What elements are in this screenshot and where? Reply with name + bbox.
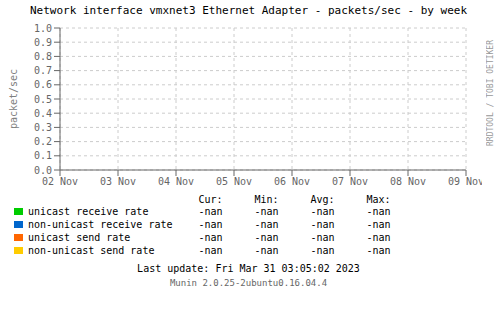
html-text:-nan: -nan	[198, 206, 223, 217]
svg-text:04 Nov: 04 Nov	[158, 176, 194, 187]
svg-text:0.3: 0.3	[34, 122, 52, 133]
svg-text:06 Nov: 06 Nov	[274, 176, 310, 187]
html-text:Network interface vmxnet3 Ethe: Network interface vmxnet3 Ethernet Adapt…	[30, 4, 467, 17]
html-text:-nan: -nan	[310, 206, 335, 217]
html-text:-nan: -nan	[366, 219, 391, 230]
svg-text:0.8: 0.8	[34, 51, 52, 62]
html-text:-nan: -nan	[366, 232, 391, 243]
html-text:-nan: -nan	[366, 206, 391, 217]
svg-text:02 Nov: 02 Nov	[42, 176, 78, 187]
svg-text:0.2: 0.2	[34, 136, 52, 147]
html-text:Avg:: Avg:	[310, 194, 335, 205]
html-text:-nan: -nan	[310, 219, 335, 230]
html-text:-nan: -nan	[198, 219, 223, 230]
html-text:-nan: -nan	[198, 232, 223, 243]
svg-text:0.5: 0.5	[34, 94, 52, 105]
html-text:Cur:: Cur:	[198, 194, 223, 205]
svg-text:0.9: 0.9	[34, 37, 52, 48]
svg-text:09 Nov: 09 Nov	[448, 176, 482, 187]
svg-text:0.6: 0.6	[34, 79, 52, 90]
html-text:-nan: -nan	[310, 232, 335, 243]
html-text:-nan: -nan	[254, 219, 279, 230]
html-text:unicast receive rate: unicast receive rate	[28, 206, 149, 217]
html-text:RRDTOOL / TOBI OETIKER: RRDTOOL / TOBI OETIKER	[486, 40, 495, 146]
html-text:Max:: Max:	[366, 194, 391, 205]
svg-text:packet/sec: packet/sec	[8, 69, 19, 129]
svg-text:0.0: 0.0	[34, 165, 52, 176]
svg-text:07 Nov: 07 Nov	[332, 176, 368, 187]
html-text:non-unicast receive rate: non-unicast receive rate	[28, 219, 173, 230]
svg-text:0.1: 0.1	[34, 150, 52, 161]
html-text:-nan: -nan	[254, 232, 279, 243]
svg-text:08 Nov: 08 Nov	[390, 176, 426, 187]
html-text:-nan: -nan	[366, 245, 391, 256]
html-text:unicast send rate: unicast send rate	[28, 232, 131, 243]
svg-text:0.7: 0.7	[34, 65, 52, 76]
svg-text:1.0: 1.0	[34, 23, 52, 34]
svg-text:0.4: 0.4	[34, 108, 52, 119]
html-text:Munin 2.0.25-2ubuntu0.16.04.4: Munin 2.0.25-2ubuntu0.16.04.4	[169, 278, 328, 288]
html-text:-nan: -nan	[254, 245, 279, 256]
html-text:-nan: -nan	[310, 245, 335, 256]
html-text:-nan: -nan	[254, 206, 279, 217]
html-text:Min:: Min:	[254, 194, 279, 205]
html-text:-nan: -nan	[198, 245, 223, 256]
html-text:Last update: Fri Mar 31 03:05:: Last update: Fri Mar 31 03:05:02 2023	[137, 263, 360, 274]
html-text:non-unicast send rate: non-unicast send rate	[28, 245, 155, 256]
svg-text:03 Nov: 03 Nov	[100, 176, 136, 187]
svg-text:05 Nov: 05 Nov	[216, 176, 252, 187]
